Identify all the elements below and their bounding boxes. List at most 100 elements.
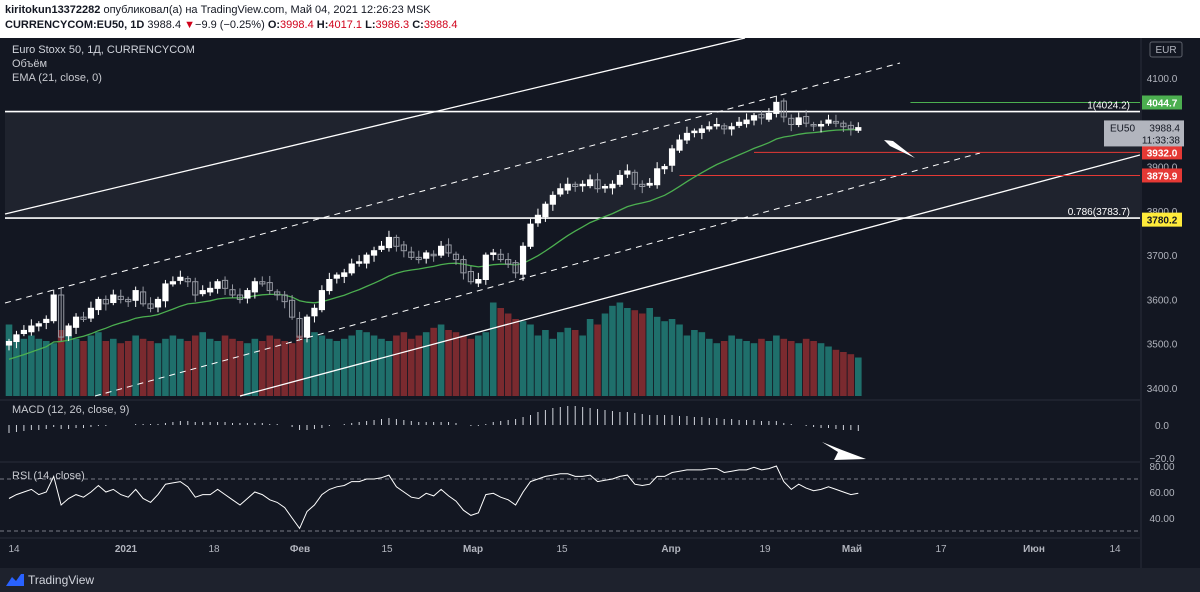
candle-body [236,294,244,300]
price-axis[interactable]: 4100.0 3900.0 3800.0 3700.0 3600.0 3500.0 3400… [1147,74,1178,395]
volume-bar [214,341,221,396]
volume-bar [393,335,400,396]
volume-bar [840,352,847,396]
candle-body [475,279,482,284]
close-value: 3988.4 [423,19,458,31]
volume-bar [162,338,169,396]
candle-body [654,168,661,186]
candle-body [125,298,132,303]
volume-bar [482,332,490,396]
candle-body [534,214,542,224]
candle-body [43,318,50,323]
candle-body [765,112,772,120]
volume-bar [489,302,497,396]
volume-bar [661,321,668,396]
volume-bar [184,341,192,396]
candle-body [460,259,467,274]
candle-body [199,290,206,295]
candle-body [95,298,102,311]
candle-body [668,148,676,166]
rsi-line [8,465,859,530]
price-change: −9.9 (−0.25%) [195,19,265,31]
price-tick-label: 3400.0 [1147,384,1178,395]
volume-bar [638,313,646,396]
low-label: L: [365,19,376,31]
legend-ema[interactable]: EMA (21, close, 0) [12,72,102,84]
candle-body [356,261,363,264]
channel-mid-lower-dashed [94,152,981,397]
legend-rsi[interactable]: RSI (14, close) [12,470,85,482]
time-tick-label: 14 [1109,544,1121,555]
volume-bar [259,341,266,396]
volume-bar [691,330,698,396]
price-label-text: 3932.0 [1147,148,1178,159]
volume-bar [221,335,229,396]
time-tick-label: 15 [381,544,393,555]
volume-bar [273,338,281,396]
ema-line [8,128,859,360]
time-tick-label: Май [842,544,862,555]
volume-bar [720,341,728,396]
candle-body [140,291,147,305]
volume-bar [765,341,773,396]
header-line-publisher: kiritokun13372282 опубликовал(а) на Trad… [5,4,431,16]
symbol-name[interactable]: CURRENCYCOM:EU50, 1D [5,19,145,31]
legend-macd[interactable]: MACD (12, 26, close, 9) [12,404,130,416]
high-value: 4017.1 [328,19,363,31]
tradingview-brand[interactable]: TradingView [28,573,95,587]
volume-bar [124,341,132,396]
volume-bar [65,335,72,396]
volume-bar [385,341,393,396]
publisher-username[interactable]: kiritokun13372282 [5,4,101,16]
legend-title[interactable]: Euro Stoxx 50, 1Д, CURRENCYCOM [12,44,195,56]
open-value: 3998.4 [280,19,314,31]
volume-bar [191,335,199,396]
volume-bar [601,313,609,396]
candle-body [80,316,87,320]
volume-bar [631,310,639,396]
volume-bar [832,349,840,396]
volume-bar [251,338,259,396]
candle-body [497,253,504,261]
volume-bar [57,330,65,396]
volume-bar [698,332,706,396]
volume-bar [154,343,162,396]
fib-zone-fill [5,111,1140,218]
time-axis[interactable]: 14 2021 18 Фев 15 Мар 15 Апр 19 Май 17 Июн 14 [8,544,1121,555]
annotation-arrows [822,140,915,460]
candle-body [587,179,594,187]
legend-volume[interactable]: Объём [12,58,48,70]
volume-bar [340,338,348,396]
snapshot-header: kiritokun13372282 опубликовал(а) на Trad… [0,0,1200,38]
header-line-quote: CURRENCYCOM:EU50, 1D 3988.4 ▼−9.9 (−0.25… [5,19,457,31]
price-tick-label: 3900.0 [1147,163,1178,174]
fib-label-0: 1(4024.2) [1087,101,1130,112]
candle-body [855,127,862,131]
currency-badge[interactable]: EUR [1149,41,1183,58]
candle-body [661,166,668,170]
candle-body [259,281,266,285]
candle-body [408,251,415,258]
volume-bar [542,330,549,396]
macd-axis[interactable]: 0.0 −20.0 [1149,421,1175,465]
channel-lower-line [239,154,1140,397]
candle-body [452,253,460,261]
volume-bar [557,332,564,396]
volume-bar [549,338,557,396]
candle-body [266,282,273,292]
volume-bar [363,332,370,396]
volume-bar [117,343,125,396]
volume-bar [810,341,817,396]
candle-body [467,271,474,283]
candle-body [154,298,162,308]
candle-body [20,329,27,335]
rsi-axis[interactable]: 80.00 60.00 40.00 [1149,462,1174,525]
volume-bar [616,302,624,396]
candle-body [579,183,586,187]
volume-bar [668,319,676,396]
candle-body [35,323,42,327]
volume-bar [847,354,855,396]
volume-bar [229,338,236,396]
